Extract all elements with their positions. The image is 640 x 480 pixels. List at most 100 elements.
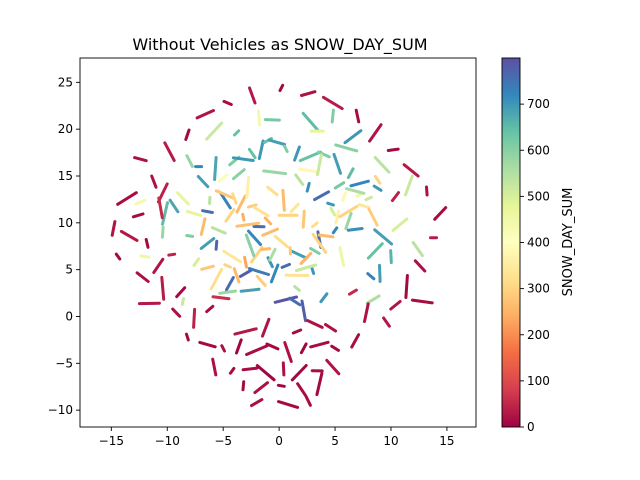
colorbar-label: SNOW_DAY_SUM — [561, 188, 576, 297]
data-point — [293, 145, 301, 162]
x-tick-label: −15 — [99, 434, 124, 448]
data-point — [139, 254, 151, 259]
data-point — [223, 263, 232, 269]
data-point — [349, 179, 370, 188]
data-point — [253, 381, 269, 395]
data-point — [245, 344, 269, 356]
data-point — [239, 287, 261, 293]
data-point — [283, 341, 293, 363]
data-point — [168, 198, 180, 214]
x-tick-label: 0 — [275, 434, 283, 448]
data-point — [232, 267, 241, 284]
data-point — [263, 216, 273, 226]
data-point — [244, 233, 256, 258]
data-point — [268, 247, 277, 262]
colorbar-tick-label: 700 — [527, 97, 550, 111]
y-tick-label: 25 — [58, 75, 73, 89]
data-point — [255, 274, 267, 287]
data-point — [300, 299, 307, 323]
data-point — [386, 147, 400, 152]
data-point — [389, 249, 393, 264]
data-point — [319, 292, 329, 304]
data-point — [331, 226, 339, 235]
data-point — [330, 344, 340, 352]
data-point — [201, 209, 214, 214]
data-point — [199, 217, 207, 236]
data-point — [378, 263, 382, 283]
data-point — [311, 232, 328, 254]
data-point — [160, 225, 165, 239]
data-point — [198, 340, 217, 349]
data-point — [248, 86, 257, 105]
data-point — [313, 190, 331, 202]
x-tick-label: 10 — [383, 434, 398, 448]
data-point — [363, 302, 370, 323]
data-point — [298, 150, 323, 163]
data-point — [196, 175, 210, 189]
data-point — [316, 153, 323, 177]
data-point — [317, 233, 335, 239]
data-point — [247, 147, 257, 160]
data-point — [195, 109, 215, 120]
data-point — [171, 307, 182, 318]
data-point — [241, 366, 259, 372]
data-point — [199, 237, 216, 250]
data-point — [235, 221, 261, 228]
data-point — [365, 294, 381, 305]
data-point — [338, 246, 346, 267]
data-point — [402, 163, 420, 178]
data-point — [218, 289, 238, 295]
data-point — [219, 191, 232, 210]
data-point — [291, 328, 303, 335]
data-point — [211, 357, 218, 377]
y-tick-label: −5 — [55, 356, 73, 370]
data-point — [366, 242, 384, 260]
x-tick-label: −10 — [155, 434, 180, 448]
data-point — [222, 99, 233, 106]
colorbar-tick-label: 200 — [527, 328, 550, 342]
data-point — [273, 234, 289, 249]
data-point — [265, 342, 280, 351]
data-point — [224, 208, 236, 223]
data-point — [309, 340, 330, 349]
data-point — [245, 175, 251, 199]
data-point — [293, 285, 301, 292]
data-point — [326, 201, 335, 207]
data-point — [167, 252, 177, 257]
data-point — [346, 227, 364, 232]
data-point — [233, 327, 258, 336]
data-point — [247, 267, 270, 276]
data-point — [200, 264, 215, 271]
data-point — [192, 307, 197, 329]
data-point — [309, 246, 321, 255]
data-point — [192, 257, 201, 267]
data-point — [294, 263, 318, 272]
data-point — [233, 129, 241, 137]
data-point — [333, 181, 346, 190]
colorbar-tick-label: 300 — [527, 282, 550, 296]
y-tick-label: 15 — [58, 169, 73, 183]
data-point — [301, 111, 320, 132]
data-point — [180, 297, 185, 306]
data-point — [297, 167, 319, 174]
colorbar-tick-label: 0 — [527, 420, 535, 434]
data-point — [344, 211, 353, 230]
data-point — [390, 191, 400, 203]
data-point — [329, 206, 337, 217]
data-point — [389, 300, 402, 311]
data-point — [163, 141, 176, 162]
y-tick-label: 10 — [58, 216, 73, 230]
data-points — [110, 83, 448, 409]
plot-frame — [79, 57, 477, 428]
data-point — [110, 220, 117, 237]
data-point — [411, 241, 424, 258]
data-point — [185, 332, 190, 342]
data-point — [161, 201, 169, 226]
data-point — [243, 255, 248, 269]
data-point — [222, 249, 243, 264]
data-point — [300, 90, 317, 97]
data-point — [184, 128, 191, 141]
y-axis: −10 −5 0 5 10 15 20 25 — [48, 75, 80, 417]
chart-title: Without Vehicles as SNOW_DAY_SUM — [132, 35, 427, 55]
data-point — [225, 276, 235, 292]
